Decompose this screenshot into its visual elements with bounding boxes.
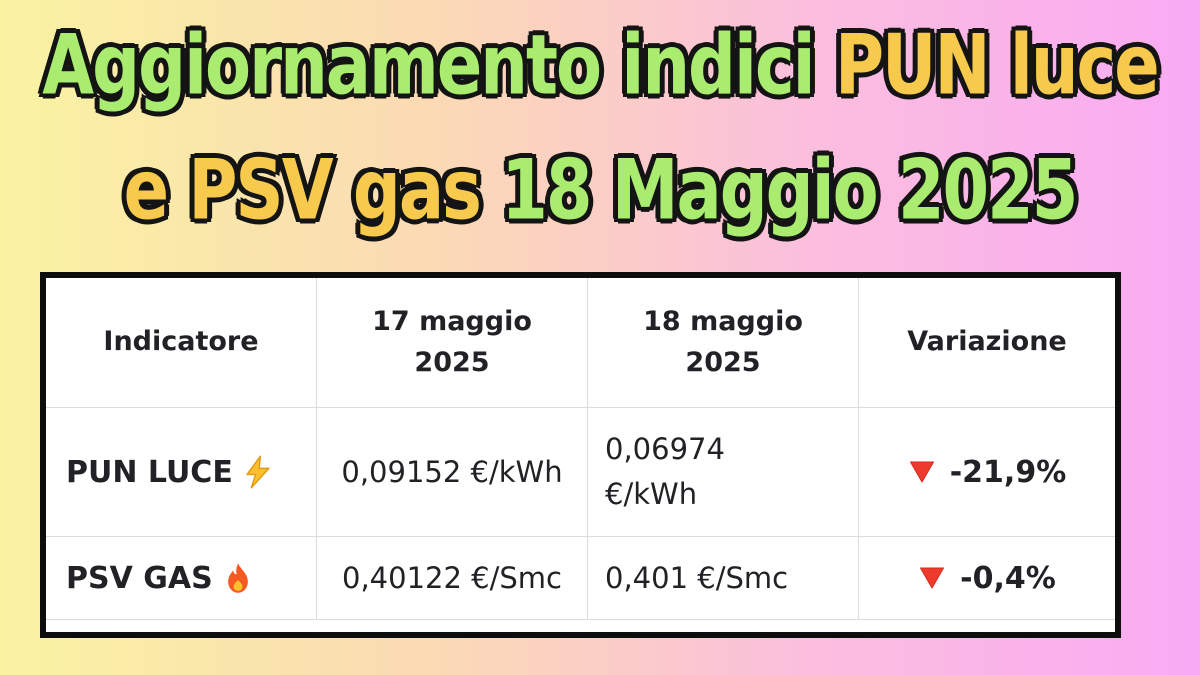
- lightning-icon: [243, 455, 273, 489]
- header-label-line2: 2025: [414, 346, 490, 378]
- triangle-down-icon: [908, 460, 936, 484]
- header-label: Indicatore: [103, 326, 259, 358]
- header-label-line2: 2025: [685, 346, 761, 378]
- header-label: Variazione: [907, 326, 1067, 358]
- value-cell-curr: 0,401 €/Smc: [588, 537, 859, 620]
- table-row: PUN LUCE 0,09152 €/kWh 0,06974 €/kWh: [46, 408, 1115, 537]
- indicator-label: PUN LUCE: [66, 454, 233, 490]
- indicator-cell-psv-gas: PSV GAS: [46, 537, 317, 620]
- title-segment-yellow: PUN luce: [834, 16, 1160, 114]
- value-text-line2: €/kWh: [605, 477, 698, 511]
- table-bottom-filler: [46, 620, 1115, 632]
- header-label: 18 maggio: [643, 306, 803, 337]
- indicator-cell-pun-luce: PUN LUCE: [46, 408, 317, 537]
- header-cell-date-curr: 18 maggio 2025: [588, 278, 859, 408]
- value-cell-prev: 0,09152 €/kWh: [317, 408, 588, 537]
- variation-cell: -21,9%: [859, 408, 1115, 537]
- header-cell-variazione: Variazione: [859, 278, 1115, 408]
- variation-text: -0,4%: [960, 560, 1056, 596]
- page-title-line-2: e PSV gas 18 Maggio 2025: [0, 148, 1200, 232]
- indicator-label: PSV GAS: [66, 560, 213, 596]
- page-title-line-1: Aggiornamento indici PUN luce: [0, 23, 1200, 107]
- value-text-line1: 0,401 €/Smc: [605, 560, 789, 595]
- value-cell-prev: 0,40122 €/Smc: [317, 537, 588, 620]
- variation-text: -21,9%: [949, 454, 1067, 490]
- value-text: 0,09152 €/kWh: [341, 455, 563, 489]
- variation-cell: -0,4%: [859, 537, 1115, 620]
- value-cell-curr: 0,06974 €/kWh: [588, 408, 859, 537]
- page-title: Aggiornamento indici PUN luce e PSV gas …: [0, 23, 1200, 231]
- price-table: Indicatore 17 maggio 2025 18 maggio 2025…: [40, 272, 1121, 638]
- table-header-row: Indicatore 17 maggio 2025 18 maggio 2025…: [46, 278, 1115, 408]
- header-cell-indicatore: Indicatore: [46, 278, 317, 408]
- header-cell-date-prev: 17 maggio 2025: [317, 278, 588, 408]
- value-text-line1: 0,06974: [605, 432, 725, 467]
- title-segment-yellow: e PSV gas: [123, 141, 502, 239]
- title-segment-green: Aggiornamento indici: [42, 16, 835, 114]
- header-label: 17 maggio: [372, 306, 532, 337]
- fire-icon: [223, 562, 253, 594]
- value-text: 0,40122 €/Smc: [342, 561, 562, 595]
- title-segment-green: 18 Maggio 2025: [501, 141, 1078, 239]
- table-row: PSV GAS 0,40122 €/Smc 0,401 €/Smc: [46, 537, 1115, 620]
- triangle-down-icon: [918, 566, 946, 590]
